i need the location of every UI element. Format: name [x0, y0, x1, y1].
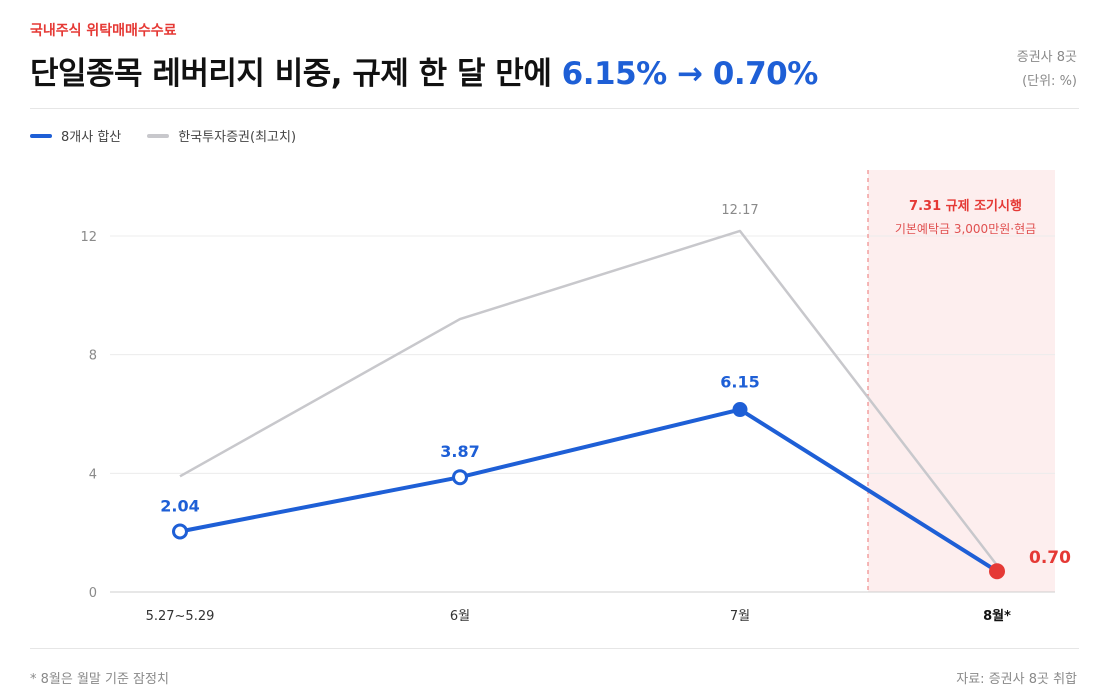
- legend-swatch-korea-investment: [147, 133, 170, 138]
- data-point-total: [989, 563, 1005, 580]
- data-label-korea-investment: 12.17: [721, 203, 758, 218]
- legend-item-total: 8개사 합산: [30, 126, 121, 145]
- data-label-total: 0.70: [1029, 548, 1071, 568]
- series-line-korea-investment: [179, 229, 998, 567]
- y-tick-label: 12: [80, 230, 97, 245]
- legend-label-total: 8개사 합산: [61, 130, 122, 145]
- top-divider: [30, 108, 1079, 109]
- x-tick-label: 5.27~5.29: [146, 609, 215, 624]
- x-tick-label: 6월: [450, 609, 470, 624]
- data-label-total: 6.15: [720, 373, 759, 392]
- chart-title: 단일종목 레버리지 비중, 규제 한 달 만에 6.15% → 0.70%: [30, 48, 818, 93]
- regulation-band: [868, 170, 1055, 592]
- x-tick-label: 7월: [730, 609, 750, 624]
- title-main: 단일종목 레버리지 비중, 규제 한 달 만에: [30, 56, 562, 92]
- bottom-divider: [30, 648, 1079, 649]
- data-label-total: 2.04: [160, 496, 199, 515]
- data-point-total: [452, 469, 468, 486]
- data-point-total: [732, 402, 748, 418]
- y-tick-label: 4: [89, 467, 97, 482]
- meta-count: 증권사 8곳: [1016, 50, 1077, 65]
- meta-unit: (단위: %): [1022, 74, 1077, 89]
- chart-meta: 증권사 8곳 (단위: %): [1017, 46, 1077, 94]
- series-line-total: [179, 407, 999, 573]
- data-label-total: 3.87: [440, 442, 479, 461]
- legend: 8개사 합산 한국투자증권(최고치): [30, 126, 296, 145]
- legend-swatch-total: [30, 133, 52, 138]
- y-tick-label: 8: [89, 349, 97, 364]
- x-tick-label: 8월*: [983, 608, 1011, 624]
- footnote: * 8월은 월말 기준 잠정치: [30, 672, 169, 687]
- legend-item-korea-investment: 한국투자증권(최고치): [147, 126, 296, 145]
- chart-eyebrow: 국내주식 위탁매매수수료: [30, 23, 177, 39]
- title-highlight: 6.15% → 0.70%: [561, 56, 819, 92]
- annotation-subtitle: 기본예탁금 3,000만원·현금: [895, 222, 1036, 236]
- y-tick-label: 0: [89, 586, 97, 601]
- source-note: 자료: 증권사 8곳 취합: [956, 672, 1077, 687]
- data-point-total: [172, 523, 188, 540]
- legend-label-korea-investment: 한국투자증권(최고치): [178, 130, 297, 145]
- annotation-title: 7.31 규제 조기시행: [909, 198, 1022, 214]
